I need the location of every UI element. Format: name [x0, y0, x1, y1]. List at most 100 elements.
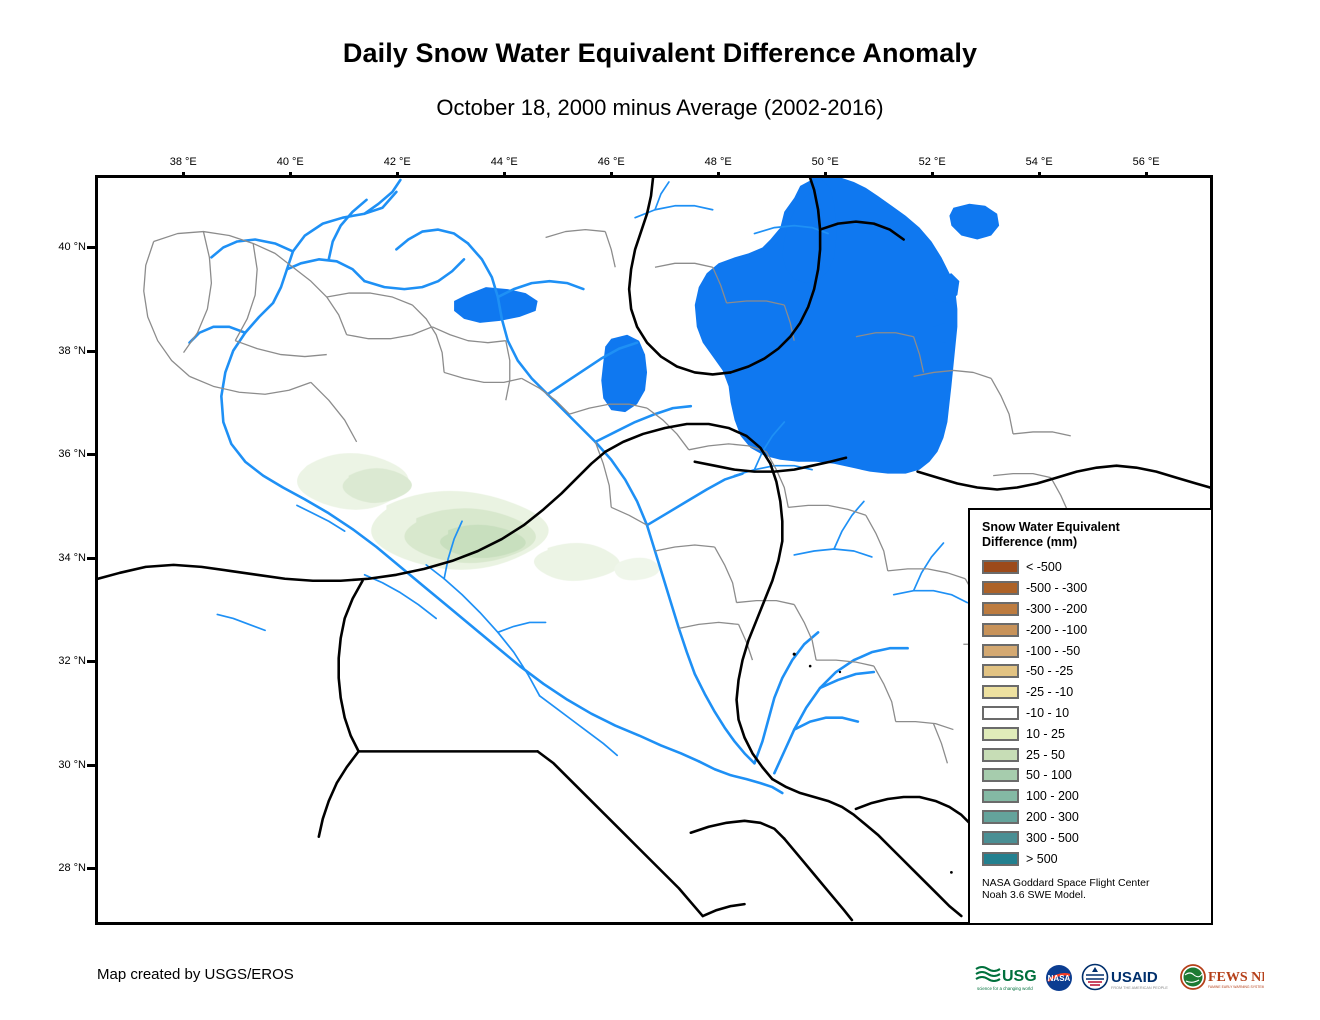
lon-tick-label: 54 °E	[1025, 156, 1053, 168]
svg-text:USAID: USAID	[1111, 969, 1158, 986]
svg-text:science for a changing world: science for a changing world	[977, 986, 1033, 991]
legend-label: -10 - 10	[1026, 705, 1070, 720]
legend-row[interactable]: 25 - 50	[982, 744, 1201, 765]
agency-logos: USGS science for a changing world NASA U…	[975, 958, 1264, 998]
legend-row[interactable]: < -500	[982, 557, 1201, 578]
legend-label: 25 - 50	[1026, 747, 1065, 762]
lon-tick-label: 38 °E	[169, 156, 197, 168]
lat-tick-mark	[87, 246, 96, 250]
lon-tick-label: 52 °E	[918, 156, 946, 168]
legend-row[interactable]: 100 - 200	[982, 786, 1201, 807]
legend-swatch	[982, 685, 1019, 700]
lat-tick-mark	[87, 867, 96, 871]
legend-swatch	[982, 664, 1019, 679]
lon-tick-label: 44 °E	[490, 156, 518, 168]
usaid-logo[interactable]: USAID FROM THE AMERICAN PEOPLE	[1081, 961, 1173, 995]
nasa-circle	[1046, 965, 1072, 991]
caspian-east-shore-detail	[929, 273, 960, 343]
lon-tick-label: 56 °E	[1132, 156, 1160, 168]
legend-row[interactable]: -100 - -50	[982, 640, 1201, 661]
svg-text:NASA: NASA	[1048, 974, 1071, 983]
legend-swatch	[982, 581, 1019, 596]
legend-row[interactable]: 300 - 500	[982, 827, 1201, 848]
coastal-detail	[792, 652, 953, 874]
legend-label: 100 - 200	[1026, 789, 1079, 804]
legend-swatch	[982, 726, 1019, 741]
lat-tick-label: 28 °N	[58, 862, 86, 875]
lat-tick-label: 40 °N	[58, 241, 86, 254]
lat-tick-mark	[87, 556, 96, 560]
legend-label: 50 - 100	[1026, 768, 1072, 783]
legend-label: -100 - -50	[1026, 643, 1081, 658]
legend-entries[interactable]: < -500 -500 - -300 -300 - -200 -200 - -100 -…	[982, 557, 1201, 869]
lon-tick-label: 48 °E	[704, 156, 732, 168]
lon-tick-label: 50 °E	[811, 156, 839, 168]
lon-tick-label: 46 °E	[597, 156, 625, 168]
legend-label: < -500	[1026, 560, 1062, 575]
nasa-logo[interactable]: NASA	[1044, 961, 1074, 995]
lat-tick-mark	[87, 660, 96, 664]
legend-swatch	[982, 705, 1019, 720]
lon-tick-label: 40 °E	[276, 156, 304, 168]
legend-title: Snow Water Equivalent Difference (mm)	[982, 520, 1120, 549]
page-title: Daily Snow Water Equivalent Difference A…	[342, 38, 978, 68]
svg-text:FROM THE AMERICAN PEOPLE: FROM THE AMERICAN PEOPLE	[1111, 986, 1168, 990]
lat-tick-label: 30 °N	[58, 758, 86, 771]
legend-label: > 500	[1026, 851, 1058, 866]
legend-row[interactable]: -10 - 10	[982, 703, 1201, 724]
legend-row[interactable]: 50 - 100	[982, 765, 1201, 786]
legend-swatch	[982, 830, 1019, 845]
admin-boundaries	[143, 228, 1091, 764]
usgs-logo[interactable]: USGS science for a changing world	[975, 961, 1037, 995]
legend-swatch	[982, 851, 1019, 866]
legend-row[interactable]: -200 - -100	[982, 619, 1201, 640]
usgs-wave-icon	[975, 966, 1001, 982]
legend-swatch	[982, 560, 1019, 575]
legend-swatch	[982, 768, 1019, 783]
lake-urmia	[601, 334, 648, 413]
lon-tick-label: 42 °E	[383, 156, 411, 168]
legend-label: -200 - -100	[1026, 622, 1088, 637]
map-canvas[interactable]	[98, 178, 1210, 922]
lat-tick-label: 36 °N	[58, 448, 86, 461]
legend-label: -500 - -300	[1026, 581, 1088, 596]
legend-swatch	[982, 622, 1019, 637]
legend-source: NASA Goddard Space Flight Center Noah 3.…	[982, 876, 1150, 902]
map-legend[interactable]: Snow Water Equivalent Difference (mm) < …	[968, 508, 1213, 925]
map-credit: Map created by USGS/EROS	[97, 966, 294, 983]
legend-row[interactable]: -500 - -300	[982, 578, 1201, 599]
legend-label: -25 - -10	[1026, 685, 1074, 700]
lake-van	[454, 287, 538, 323]
legend-row[interactable]: 200 - 300	[982, 807, 1201, 828]
legend-label: 200 - 300	[1026, 809, 1079, 824]
lat-tick-mark	[87, 349, 96, 353]
legend-label: 10 - 25	[1026, 726, 1065, 741]
usaid-seal-icon	[1081, 963, 1109, 991]
legend-row[interactable]: > 500	[982, 848, 1201, 869]
lat-tick-mark	[87, 453, 96, 457]
caspian-sea	[694, 178, 958, 474]
svg-text:FEWS NET: FEWS NET	[1208, 970, 1264, 985]
legend-row[interactable]: 10 - 25	[982, 723, 1201, 744]
legend-row[interactable]: -50 - -25	[982, 661, 1201, 682]
legend-swatch	[982, 601, 1019, 616]
legend-swatch	[982, 789, 1019, 804]
fewsnet-logo[interactable]: FEWS NET FAMINE EARLY WARNING SYSTEMS NE…	[1180, 961, 1264, 995]
caspian-sea-lobes	[782, 178, 1000, 284]
legend-row[interactable]: -300 - -200	[982, 599, 1201, 620]
river-network	[188, 178, 969, 795]
legend-label: -300 - -200	[1026, 601, 1088, 616]
page-subtitle: October 18, 2000 minus Average (2002-201…	[436, 95, 884, 120]
lat-tick-label: 34 °N	[58, 551, 86, 564]
legend-swatch	[982, 643, 1019, 658]
legend-label: 300 - 500	[1026, 830, 1079, 845]
legend-label: -50 - -25	[1026, 664, 1074, 679]
national-borders	[98, 178, 1210, 922]
svg-text:USGS: USGS	[1002, 968, 1037, 985]
lat-tick-mark	[87, 763, 96, 767]
legend-row[interactable]: -25 - -10	[982, 682, 1201, 703]
svg-text:FAMINE EARLY WARNING SYSTEMS N: FAMINE EARLY WARNING SYSTEMS NETWORK	[1208, 985, 1264, 989]
lat-tick-label: 38 °N	[58, 344, 86, 357]
lat-tick-label: 32 °N	[58, 655, 86, 668]
legend-swatch	[982, 747, 1019, 762]
